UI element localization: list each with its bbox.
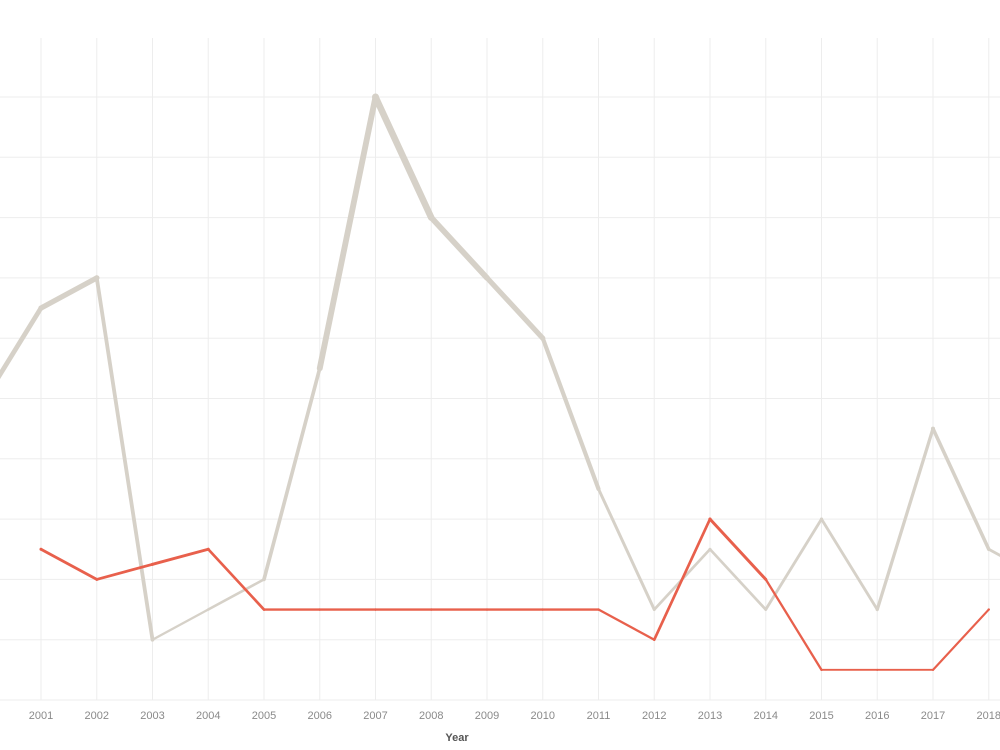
series-2-point: [541, 608, 544, 611]
series-2-point: [764, 578, 768, 581]
x-tick-label: 2006: [308, 710, 332, 722]
series-1-segment: [428, 214, 490, 281]
series-1-point: [708, 547, 712, 551]
series-2-point: [932, 668, 934, 671]
series-1-segment: [262, 366, 322, 582]
series-1-segment: [484, 275, 546, 341]
series-1-segment: [316, 94, 379, 372]
series-1-segment: [931, 426, 991, 552]
x-tick-label: 2008: [419, 710, 443, 722]
series-2-point: [708, 517, 712, 521]
series-1-point: [372, 93, 379, 101]
series-2-segment: [597, 608, 656, 641]
x-tick-label: 2013: [698, 710, 722, 722]
series-2-point: [206, 547, 210, 551]
series-1-segment: [151, 608, 210, 641]
x-tick-label: 2009: [475, 710, 499, 722]
series-1-point: [207, 608, 210, 611]
x-tick-label: 2012: [642, 710, 666, 722]
series-1-segment: [597, 487, 656, 612]
series-1-point: [151, 638, 154, 641]
series-1-point: [38, 305, 44, 311]
series-2-point: [597, 608, 600, 611]
series-2-segment: [708, 517, 768, 581]
series-2-point: [374, 608, 377, 611]
series-2-segment: [652, 517, 712, 642]
series-2-segment: [151, 547, 210, 566]
series-1-point: [764, 608, 767, 611]
series-1-segment: [372, 93, 435, 221]
series-2-segment: [931, 608, 990, 671]
series-1-segment: [708, 547, 768, 611]
series-2-point: [987, 608, 990, 611]
series-2-point: [430, 608, 433, 611]
series-2-segment: [95, 562, 154, 581]
x-tick-label: 2005: [252, 710, 276, 722]
x-tick-label: 2014: [754, 710, 778, 722]
series-1-segment: [0, 305, 44, 380]
series-1-point: [819, 517, 824, 521]
series-1-segment: [94, 275, 155, 642]
series-1-segment: [764, 517, 823, 611]
x-tick-label: 2010: [531, 710, 555, 722]
series-2-point: [820, 668, 823, 671]
series-1-segment: [540, 336, 601, 492]
series-1-point: [876, 608, 879, 611]
x-axis-ticks: 2001 2002 2003 2004 2005 2006 2007 2008 2009 2010…: [29, 710, 1000, 722]
series-2-segment: [764, 578, 823, 671]
series-2-segment: [39, 547, 99, 581]
series-2-point: [262, 608, 266, 611]
x-tick-label: 2003: [140, 710, 164, 722]
series-1-point: [484, 275, 490, 281]
x-tick-label: 2007: [363, 710, 387, 722]
series-1-point: [428, 214, 435, 221]
series-2-point: [485, 608, 489, 611]
series-2-segment: [206, 547, 266, 611]
x-tick-label: 2002: [85, 710, 109, 722]
series-2-point: [653, 638, 656, 641]
series-1-point: [94, 275, 100, 281]
series-2-point: [876, 668, 879, 671]
x-tick-label: 2004: [196, 710, 220, 722]
series-2-point: [151, 562, 154, 566]
series-1-point: [540, 335, 546, 341]
series-line-2: [39, 517, 990, 671]
series-2-point: [318, 608, 321, 611]
series-1-segment: [206, 578, 266, 611]
series-1-point: [987, 547, 991, 551]
chart-lines: [0, 93, 1000, 671]
x-tick-label: 2016: [865, 710, 889, 722]
series-1-segment: [875, 427, 935, 612]
x-tick-label: 2001: [29, 710, 53, 722]
series-1-segment: [987, 547, 1000, 557]
x-axis-title: Year: [445, 732, 469, 744]
series-1-point: [262, 578, 266, 581]
series-1-point: [653, 608, 656, 611]
series-1-point: [930, 426, 936, 431]
series-1-segment: [38, 275, 100, 311]
x-tick-label: 2017: [921, 710, 945, 722]
series-line-1: [0, 93, 1000, 642]
series-1-point: [317, 366, 323, 371]
series-1-point: [596, 487, 601, 491]
series-1-segment: [820, 517, 879, 611]
x-tick-label: 2011: [587, 710, 611, 722]
x-tick-label: 2015: [809, 710, 833, 722]
series-2-point: [95, 578, 99, 581]
series-2-point: [39, 547, 43, 551]
x-tick-label: 2018: [977, 710, 1000, 722]
chart-grid: [0, 38, 1000, 701]
